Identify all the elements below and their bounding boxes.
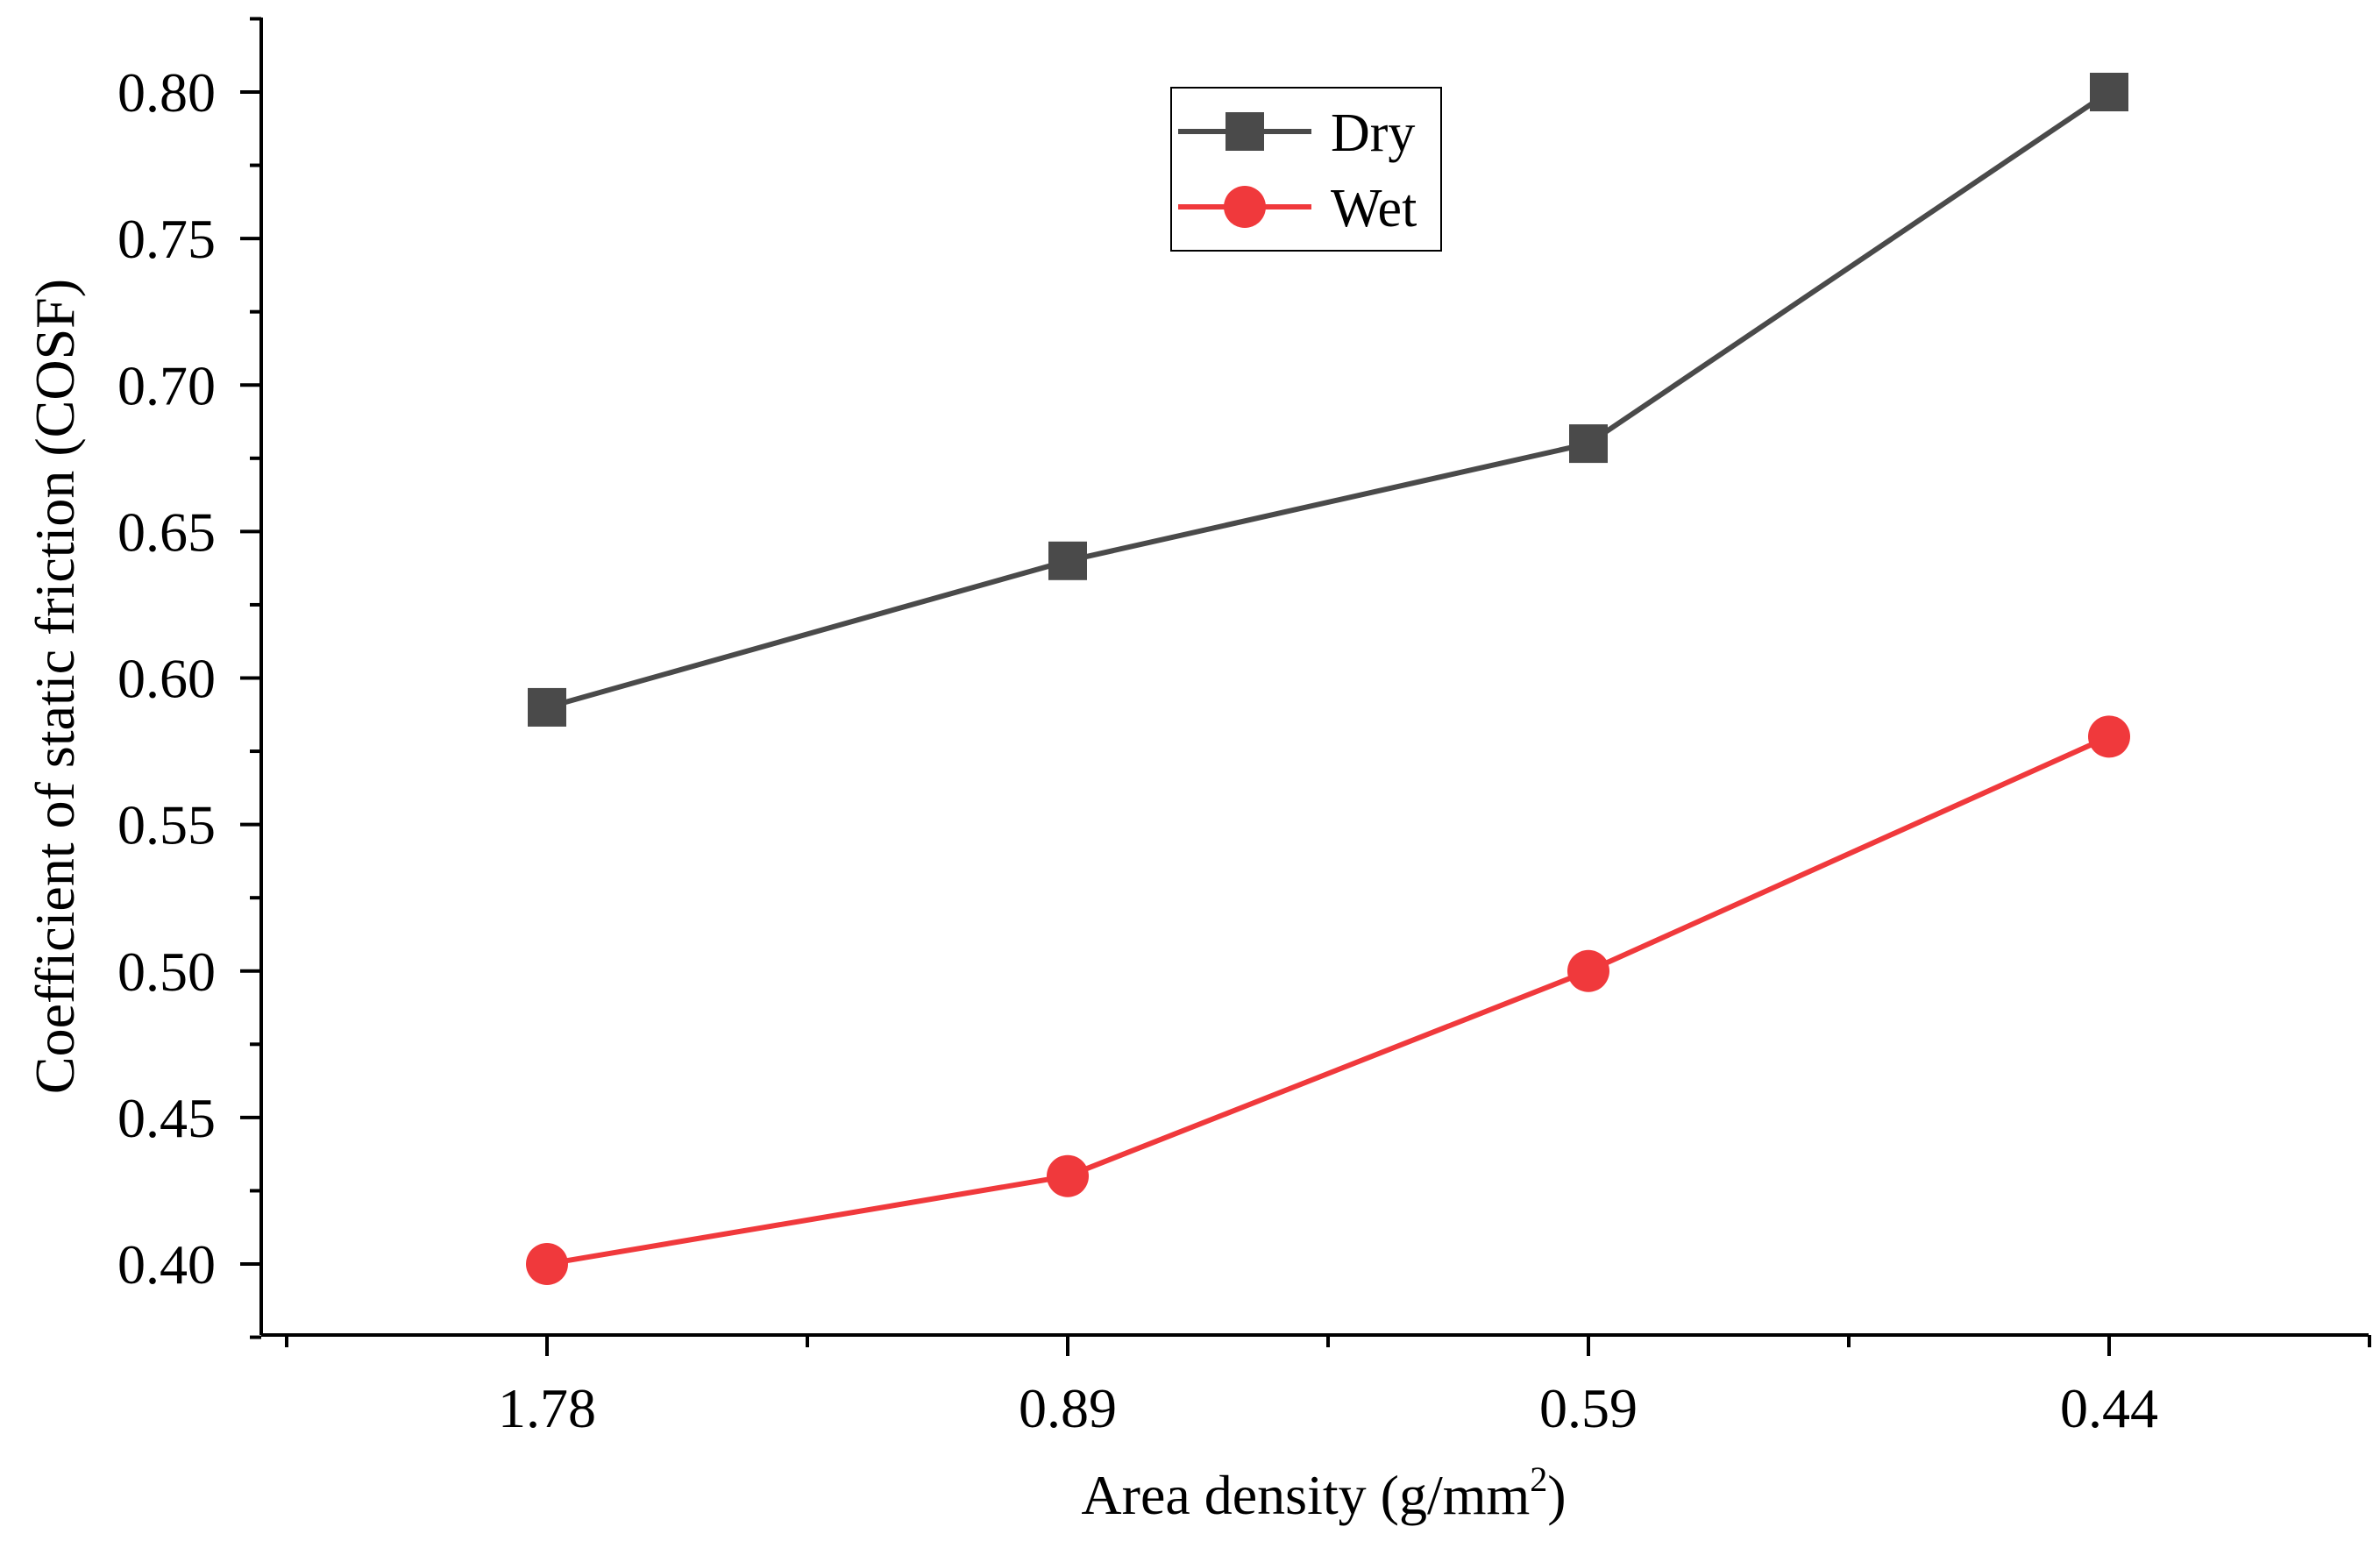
dry-point [1569, 424, 1608, 464]
wet-point [526, 1243, 568, 1285]
legend-dry-label: Dry [1331, 103, 1415, 163]
y-tick-label: 0.50 [117, 941, 216, 1003]
legend: Dry Wet [1170, 87, 1442, 252]
legend-box [1170, 87, 1442, 252]
y-tick-label: 0.60 [117, 648, 216, 710]
x-tick-label: 0.44 [2060, 1377, 2158, 1439]
y-tick-label: 0.70 [117, 354, 216, 416]
dry-series-line [546, 89, 2111, 710]
y-tick-label: 0.45 [117, 1087, 216, 1149]
y-tick-label: 0.55 [117, 794, 216, 856]
x-axis-title-suffix: ) [1547, 1464, 1566, 1526]
series-group [526, 73, 2130, 1285]
x-tick-label: 1.78 [498, 1377, 596, 1439]
wet-point [1047, 1154, 1089, 1197]
dry-point [2090, 73, 2128, 111]
wet-series-line [546, 734, 2111, 1267]
y-tick-label: 0.65 [117, 501, 216, 563]
x-tick-label: 0.89 [1019, 1377, 1117, 1439]
y-tick-label: 0.80 [117, 61, 216, 124]
x-ticks: 1.78 0.89 0.59 0.44 [285, 1335, 2371, 1439]
y-tick-label: 0.40 [117, 1233, 216, 1296]
dry-point [1048, 541, 1087, 580]
y-axis-title: Coefficient of static friction (COSF) [24, 279, 86, 1094]
wet-point [1567, 949, 1609, 992]
dry-point [528, 687, 566, 727]
x-tick-label: 0.59 [1539, 1377, 1638, 1439]
x-axis-title: Area density (g/mm2) [1081, 1459, 1566, 1526]
legend-wet-label: Wet [1331, 179, 1417, 238]
legend-wet-marker [1224, 186, 1266, 228]
y-tick-label: 0.75 [117, 208, 216, 270]
y-ticks: 0.40 0.45 0.50 0.55 0.60 0.65 0.70 0.75 0.80 [117, 17, 261, 1339]
x-axis-title-superscript: 2 [1530, 1459, 1547, 1499]
x-axis-title-main: Area density (g/mm [1081, 1464, 1530, 1526]
wet-point [2088, 715, 2130, 758]
legend-dry-marker [1226, 112, 1264, 151]
